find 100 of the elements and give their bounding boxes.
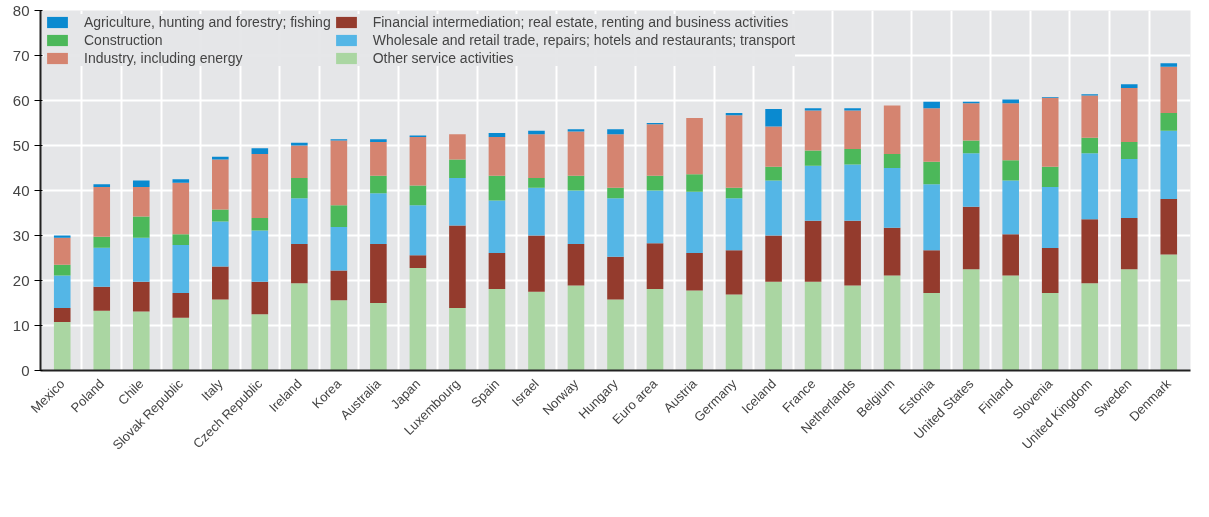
bar bbox=[607, 299, 624, 371]
bar bbox=[528, 291, 545, 371]
bar bbox=[172, 317, 190, 371]
bar bbox=[93, 184, 111, 187]
legend-label: Agriculture, hunting and forestry; fishing bbox=[84, 14, 331, 30]
bar bbox=[53, 321, 71, 371]
bar bbox=[93, 236, 111, 248]
bar bbox=[1081, 95, 1099, 138]
bar bbox=[251, 217, 269, 231]
bar bbox=[488, 289, 506, 371]
bar bbox=[370, 139, 387, 142]
bar bbox=[765, 126, 782, 167]
bar bbox=[1120, 84, 1138, 88]
legend-label: Wholesale and retail trade, repairs; hotels and restaurants; transport bbox=[372, 32, 796, 48]
bar bbox=[804, 110, 822, 151]
bar bbox=[883, 168, 901, 228]
bar bbox=[172, 182, 190, 235]
bar bbox=[607, 129, 624, 135]
bar bbox=[962, 269, 980, 371]
y-tick-label: 30 bbox=[12, 226, 30, 244]
bar bbox=[765, 109, 782, 127]
bar bbox=[93, 247, 111, 287]
bar bbox=[883, 105, 901, 155]
bar bbox=[962, 153, 980, 207]
bar bbox=[449, 307, 466, 371]
bar bbox=[1160, 130, 1178, 200]
bar bbox=[528, 177, 545, 188]
bar bbox=[1002, 234, 1019, 276]
bar bbox=[1120, 269, 1138, 371]
bar bbox=[923, 293, 940, 371]
bar bbox=[53, 264, 71, 276]
bar bbox=[409, 185, 427, 206]
bar bbox=[1160, 199, 1178, 255]
bar bbox=[488, 253, 506, 290]
bar bbox=[686, 290, 703, 371]
bar bbox=[765, 281, 782, 371]
bar bbox=[725, 250, 743, 295]
bar bbox=[370, 175, 387, 194]
bar bbox=[686, 191, 703, 254]
bar bbox=[330, 205, 348, 227]
bar bbox=[567, 131, 585, 176]
bar bbox=[330, 300, 348, 371]
bar bbox=[212, 266, 229, 300]
legend-label: Construction bbox=[84, 32, 163, 48]
bar bbox=[962, 103, 980, 141]
bar bbox=[488, 200, 506, 254]
bar bbox=[212, 221, 229, 267]
bar bbox=[409, 255, 427, 268]
bar bbox=[804, 150, 822, 166]
bar bbox=[1002, 103, 1019, 161]
legend-label: Industry, including energy bbox=[84, 50, 243, 66]
bar bbox=[1041, 97, 1059, 167]
bar bbox=[53, 237, 71, 265]
bar bbox=[132, 237, 150, 282]
y-tick-label: 0 bbox=[21, 361, 30, 379]
bar bbox=[923, 108, 940, 162]
bar bbox=[883, 154, 901, 168]
bar bbox=[923, 101, 940, 109]
bar bbox=[330, 226, 348, 271]
bar bbox=[251, 281, 269, 315]
bar bbox=[53, 275, 71, 308]
bar bbox=[93, 186, 111, 237]
bar bbox=[370, 193, 387, 245]
bar bbox=[1041, 186, 1059, 249]
bar bbox=[567, 175, 585, 191]
bar bbox=[1160, 66, 1178, 114]
bar bbox=[765, 166, 782, 181]
bar bbox=[1081, 153, 1099, 220]
bar bbox=[646, 190, 664, 244]
bar bbox=[93, 310, 111, 371]
bar bbox=[212, 159, 229, 210]
bar bbox=[844, 149, 861, 165]
bar bbox=[1002, 180, 1019, 235]
bar bbox=[923, 161, 940, 185]
legend-label: Financial intermediation; real estate, renting and business activities bbox=[372, 14, 789, 30]
bar bbox=[607, 198, 624, 257]
bar bbox=[132, 186, 150, 217]
bar bbox=[251, 230, 269, 282]
bar bbox=[291, 145, 308, 178]
bar bbox=[686, 174, 703, 192]
bar bbox=[528, 235, 545, 292]
bar bbox=[883, 227, 901, 276]
y-tick-label: 60 bbox=[12, 91, 30, 109]
y-tick-label: 40 bbox=[12, 181, 30, 199]
bar bbox=[725, 198, 743, 251]
bar bbox=[370, 141, 387, 176]
bar bbox=[844, 110, 861, 150]
bar bbox=[686, 118, 703, 175]
bar bbox=[1120, 159, 1138, 218]
bar bbox=[1120, 87, 1138, 142]
bar bbox=[567, 190, 585, 245]
bar bbox=[725, 294, 743, 371]
bar bbox=[172, 293, 190, 318]
bar bbox=[607, 187, 624, 199]
bar bbox=[409, 267, 427, 371]
bar bbox=[291, 244, 308, 284]
bar bbox=[844, 285, 861, 371]
bar bbox=[291, 198, 308, 245]
y-tick-label: 80 bbox=[12, 1, 30, 19]
bar bbox=[1002, 275, 1019, 371]
